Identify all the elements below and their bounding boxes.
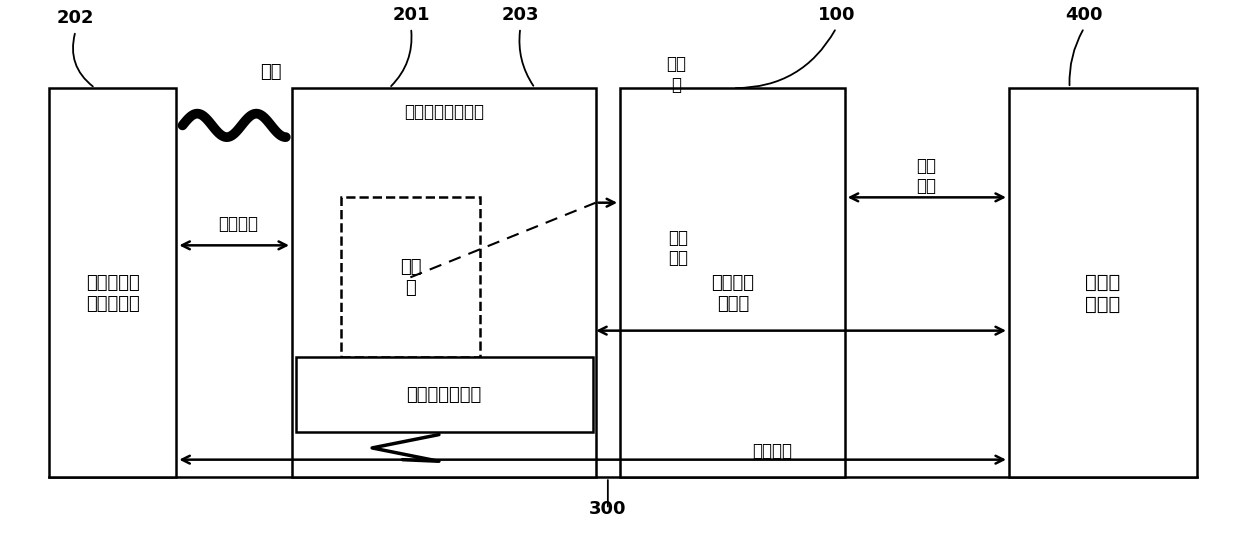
Text: 通信
电缆: 通信 电缆	[916, 157, 936, 195]
Text: 通信
电缆: 通信 电缆	[668, 228, 688, 268]
Text: 300: 300	[589, 500, 626, 518]
Text: 数据控
制平台: 数据控 制平台	[1085, 273, 1120, 314]
Text: 203: 203	[502, 5, 539, 23]
Text: 通信电缆: 通信电缆	[218, 215, 258, 233]
Text: 放置
区: 放置 区	[401, 258, 422, 296]
Text: 通信电缆: 通信电缆	[751, 442, 792, 460]
Text: 高低温试验
箱控制设备: 高低温试验 箱控制设备	[87, 274, 140, 313]
Text: 可编程直
流电源: 可编程直 流电源	[712, 274, 754, 313]
Text: 软管: 软管	[260, 63, 281, 81]
Bar	[1009, 88, 1197, 477]
Text: 400: 400	[1065, 5, 1102, 23]
Text: 振动摇摆试验台: 振动摇摆试验台	[407, 386, 481, 404]
Text: 202: 202	[57, 9, 94, 27]
Bar	[295, 357, 593, 432]
Text: 201: 201	[392, 5, 430, 23]
Bar	[48, 88, 176, 477]
Bar	[341, 197, 480, 357]
Bar	[620, 88, 844, 477]
Text: 电缆
线: 电缆 线	[666, 55, 686, 94]
Text: 100: 100	[817, 5, 856, 23]
Text: 高低温试验箱箱体: 高低温试验箱箱体	[404, 103, 484, 121]
Bar	[291, 88, 595, 477]
